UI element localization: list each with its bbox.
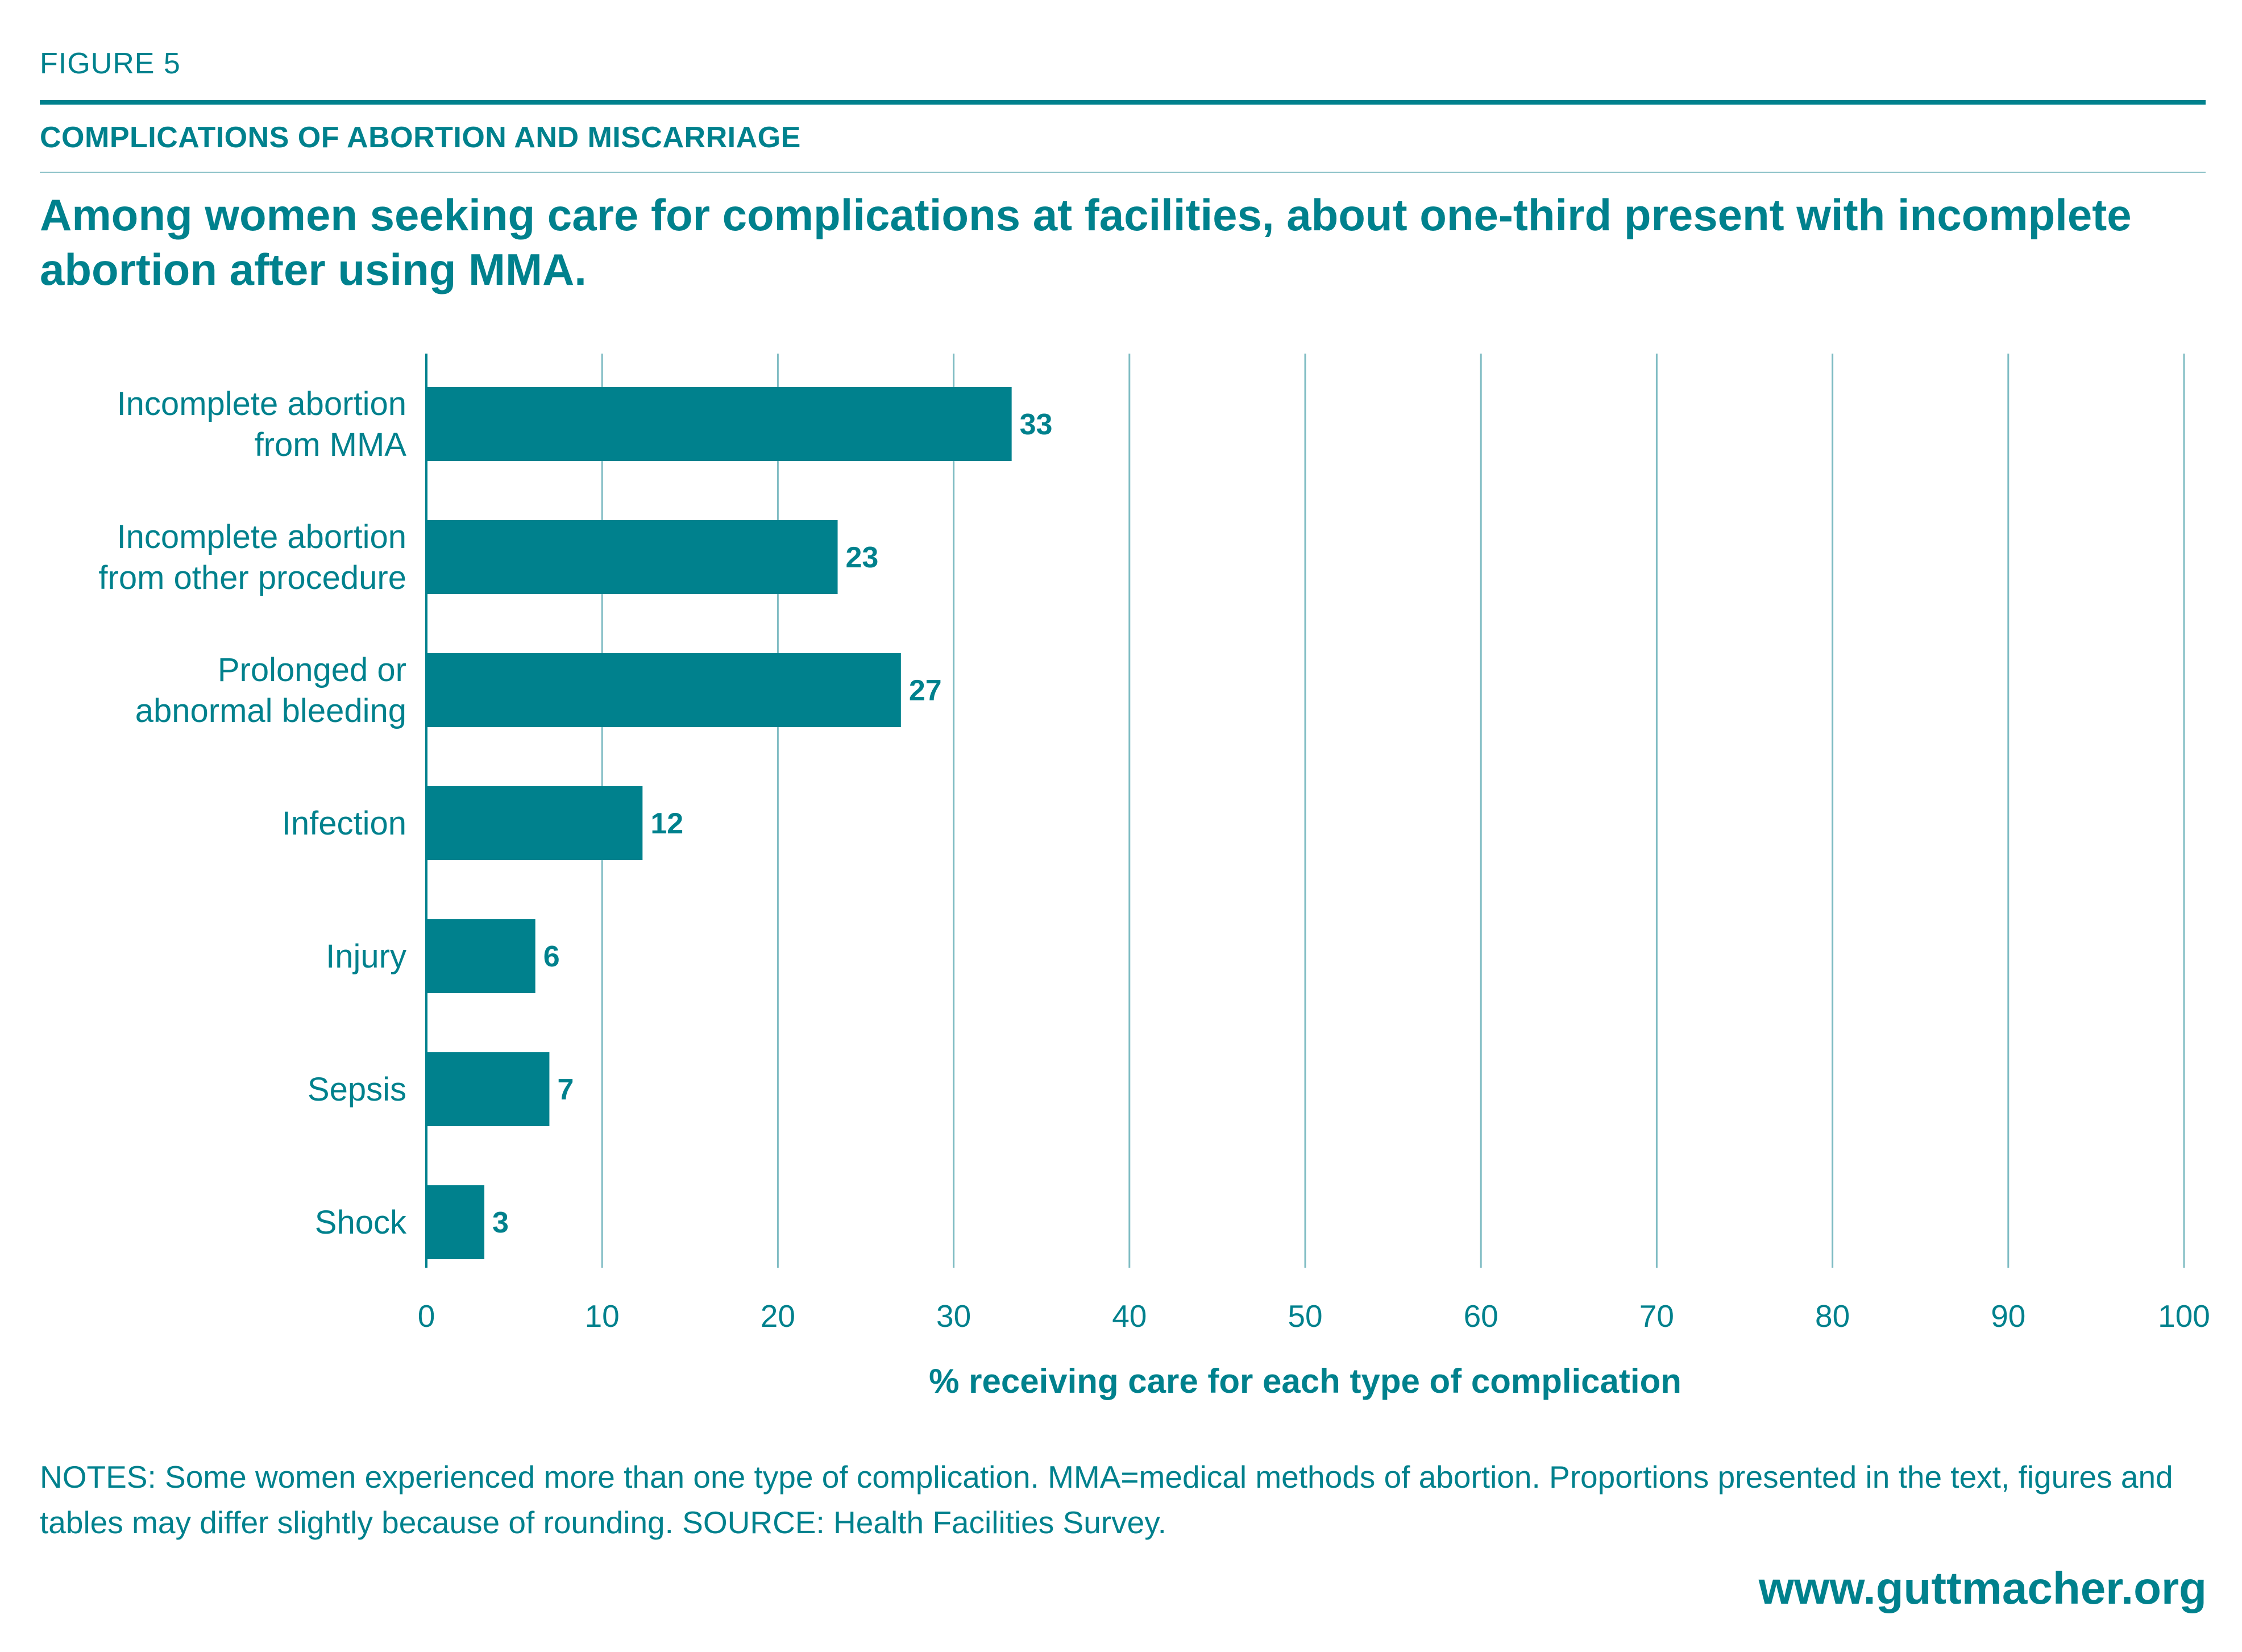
bar-1 xyxy=(426,520,838,594)
bars xyxy=(426,387,1012,1259)
x-tick-label-30: 30 xyxy=(936,1298,971,1334)
x-tick-label-90: 90 xyxy=(1991,1298,2025,1334)
category-label-4: Injury xyxy=(326,938,406,975)
x-tick-label-80: 80 xyxy=(1815,1298,1850,1334)
x-tick-labels: 0 10 20 30 40 50 60 70 80 90 100 xyxy=(418,1298,2210,1334)
x-tick-label-40: 40 xyxy=(1112,1298,1147,1334)
bar-4 xyxy=(426,919,535,993)
x-tick-label-100: 100 xyxy=(2158,1298,2210,1334)
chart-notes: NOTES: Some women experienced more than … xyxy=(40,1459,2173,1540)
category-label-line: from MMA xyxy=(255,426,407,463)
category-label-1: Incomplete abortion from other procedure xyxy=(98,518,406,596)
value-label-1: 23 xyxy=(846,541,879,574)
category-label-line: Sepsis xyxy=(308,1071,406,1108)
category-label-2: Prolonged or abnormal bleeding xyxy=(135,651,406,729)
category-label-line: Injury xyxy=(326,938,406,975)
gridlines xyxy=(425,354,2185,1268)
category-label-3: Infection xyxy=(282,805,406,842)
value-labels: 33 23 27 12 6 7 3 xyxy=(492,408,1052,1239)
category-label-5: Sepsis xyxy=(308,1071,406,1108)
x-tick-label-0: 0 xyxy=(418,1298,435,1334)
category-label-6: Shock xyxy=(315,1204,407,1241)
figure-label: FIGURE 5 xyxy=(40,47,181,80)
x-tick-label-10: 10 xyxy=(585,1298,620,1334)
header-rule xyxy=(40,100,2206,105)
value-label-4: 6 xyxy=(543,940,560,973)
bar-2 xyxy=(426,653,901,727)
x-tick-label-70: 70 xyxy=(1639,1298,1674,1334)
chart-kicker: COMPLICATIONS OF ABORTION AND MISCARRIAG… xyxy=(40,121,801,154)
x-axis-title: % receiving care for each type of compli… xyxy=(929,1362,1682,1400)
value-label-6: 3 xyxy=(492,1206,509,1239)
bar-6 xyxy=(426,1185,485,1259)
category-label-line: Infection xyxy=(282,805,406,842)
source-url[interactable]: www.guttmacher.org xyxy=(1758,1563,2207,1613)
category-label-line: Prolonged or xyxy=(218,651,406,688)
kicker-rule xyxy=(40,172,2206,173)
x-tick-label-60: 60 xyxy=(1464,1298,1498,1334)
category-label-0: Incomplete abortion from MMA xyxy=(117,385,407,463)
bar-3 xyxy=(426,786,643,860)
category-label-line: Shock xyxy=(315,1204,407,1241)
value-label-2: 27 xyxy=(909,674,942,707)
category-label-line: Incomplete abortion xyxy=(117,518,406,555)
x-tick-label-20: 20 xyxy=(761,1298,795,1334)
bar-5 xyxy=(426,1052,550,1126)
category-label-line: abnormal bleeding xyxy=(135,692,406,729)
category-label-line: Incomplete abortion xyxy=(117,385,406,422)
value-label-3: 12 xyxy=(650,807,683,840)
value-label-5: 7 xyxy=(557,1073,574,1106)
category-label-line: from other procedure xyxy=(98,559,406,596)
value-label-0: 33 xyxy=(1020,408,1053,441)
x-tick-label-50: 50 xyxy=(1288,1298,1322,1334)
chart-headline: Among women seeking care for complicatio… xyxy=(40,190,2132,294)
bar-0 xyxy=(426,387,1012,461)
